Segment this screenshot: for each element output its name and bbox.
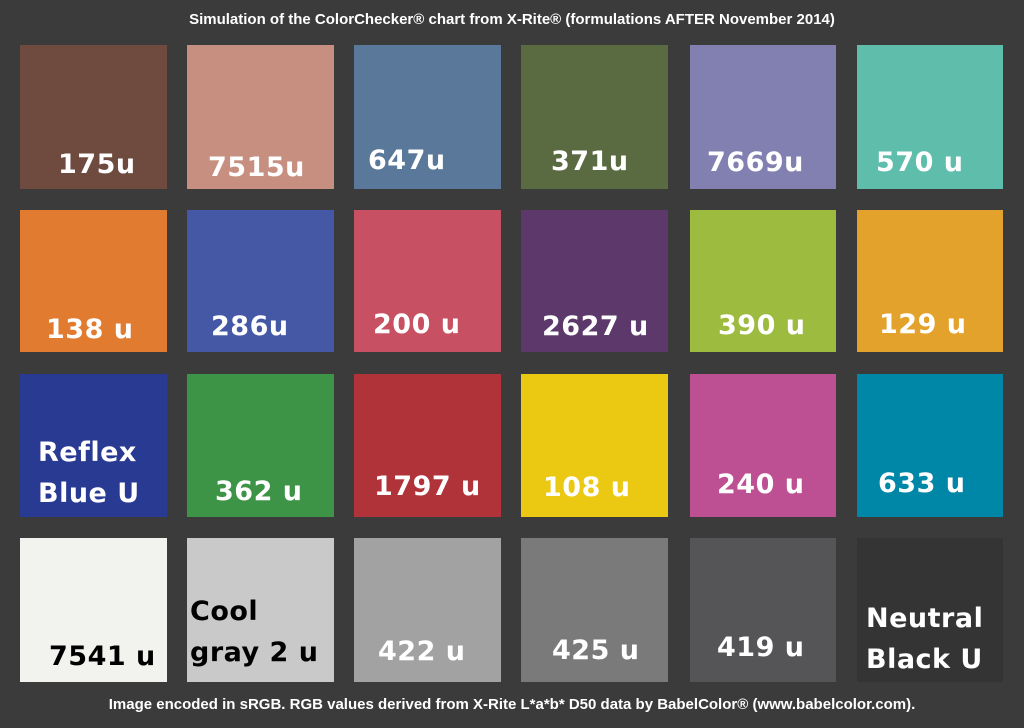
color-patch: 419 u bbox=[690, 538, 836, 682]
color-patch: 200 u bbox=[354, 210, 501, 352]
color-patch: 362 u bbox=[187, 374, 334, 517]
color-patch: 286u bbox=[187, 210, 334, 352]
patch-label: 362 u bbox=[215, 476, 303, 507]
color-patch: 175u bbox=[20, 45, 167, 189]
chart-title: Simulation of the ColorChecker® chart fr… bbox=[189, 11, 835, 28]
patch-label: 2627 u bbox=[542, 311, 649, 342]
patch-label: Neutral bbox=[866, 603, 984, 634]
color-patch: Reflex Blue U bbox=[20, 374, 167, 517]
color-patch: 129 u bbox=[857, 210, 1003, 352]
patch-label: 175u bbox=[58, 149, 136, 180]
color-patch: 240 u bbox=[690, 374, 836, 517]
patch-label: Blue U bbox=[38, 478, 140, 509]
color-patch: 422 u bbox=[354, 538, 501, 682]
patch-label: 7669u bbox=[707, 147, 804, 178]
color-patch: 633 u bbox=[857, 374, 1003, 517]
patch-label: 425 u bbox=[552, 635, 640, 666]
color-patch: 2627 u bbox=[521, 210, 668, 352]
patch-label: Cool bbox=[190, 596, 259, 627]
patch-label: 1797 u bbox=[374, 471, 481, 502]
color-patch: Neutral Black U bbox=[857, 538, 1003, 682]
patch-label: Black U bbox=[866, 644, 983, 675]
color-patch: 7515u bbox=[187, 45, 334, 189]
patch-label: 240 u bbox=[717, 469, 805, 500]
color-patch: 108 u bbox=[521, 374, 668, 517]
patch-label: 647u bbox=[368, 145, 446, 176]
patch-label: Reflex bbox=[38, 437, 137, 468]
color-patch: 7669u bbox=[690, 45, 836, 189]
patch-label: 7515u bbox=[208, 152, 305, 183]
patch-label: 286u bbox=[211, 311, 289, 342]
patch-label: 7541 u bbox=[49, 641, 156, 672]
patch-label: 633 u bbox=[878, 468, 966, 499]
patch-label: gray 2 u bbox=[190, 637, 319, 668]
patch-label: 371u bbox=[551, 146, 629, 177]
patch-label: 570 u bbox=[876, 147, 964, 178]
patch-label: 138 u bbox=[46, 314, 134, 345]
color-patch: 1797 u bbox=[354, 374, 501, 517]
patch-label: 129 u bbox=[879, 309, 967, 340]
color-patch: 7541 u bbox=[20, 538, 167, 682]
color-patch: 647u bbox=[354, 45, 501, 189]
patch-label: 422 u bbox=[378, 636, 466, 667]
color-patch: 425 u bbox=[521, 538, 668, 682]
color-patch: 371u bbox=[521, 45, 668, 189]
footer-note: Image encoded in sRGB. RGB values derive… bbox=[108, 696, 916, 713]
patch-label: 419 u bbox=[717, 632, 805, 663]
patch-label: 200 u bbox=[373, 309, 461, 340]
color-patch: 570 u bbox=[857, 45, 1003, 189]
color-patch: 390 u bbox=[690, 210, 836, 352]
patch-label: 108 u bbox=[543, 472, 631, 503]
patch-label: 390 u bbox=[718, 310, 806, 341]
color-patch: 138 u bbox=[20, 210, 167, 352]
color-patch: Cool gray 2 u bbox=[187, 538, 334, 682]
